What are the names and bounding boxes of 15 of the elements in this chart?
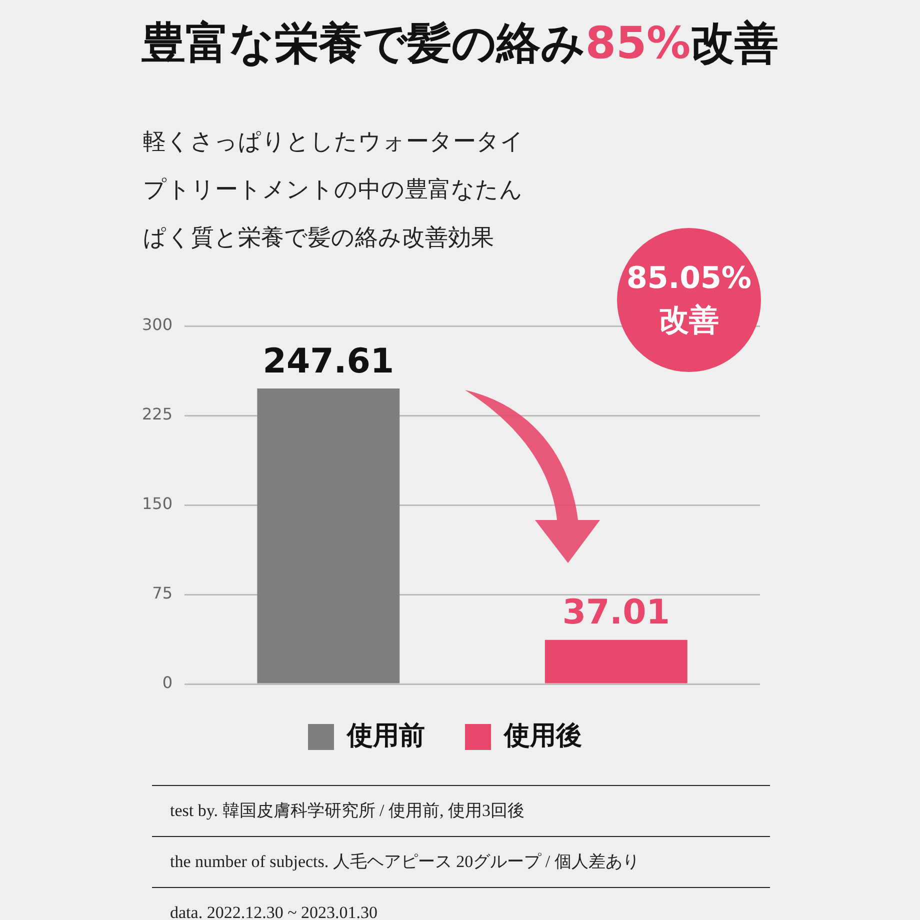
data-label: 247.61 [262, 341, 394, 382]
y-tick-label: 225 [142, 404, 173, 424]
y-tick-label: 0 [162, 673, 173, 692]
legend-label: 使用後 [503, 720, 582, 751]
annotation: 85.05% 改善 [617, 228, 761, 372]
chart-subtitle: 軽くさっぱりとしたウォータータイプトリートメントの中の豊富なたんぱく質と栄養で髪の絡み改善効果 [143, 128, 525, 253]
y-tick-label: 150 [142, 494, 173, 514]
chart-title: 豊富な栄養で髪の絡み85%改善 [140, 17, 780, 71]
text: test by. 韓国皮膚科学研究所 / 使用前, 使用3回後 [152, 785, 770, 836]
text: data. 2022.12.30 ~ 2023.01.30 [152, 887, 770, 920]
data-label: 37.01 [562, 592, 670, 633]
text: the number of subjects. 人毛ヘアピース 20グループ / 個人差あり [152, 836, 770, 887]
y-tick-label: 75 [152, 584, 173, 603]
legend-label: 使用前 [346, 720, 425, 751]
y-tick-label: 300 [142, 315, 173, 334]
